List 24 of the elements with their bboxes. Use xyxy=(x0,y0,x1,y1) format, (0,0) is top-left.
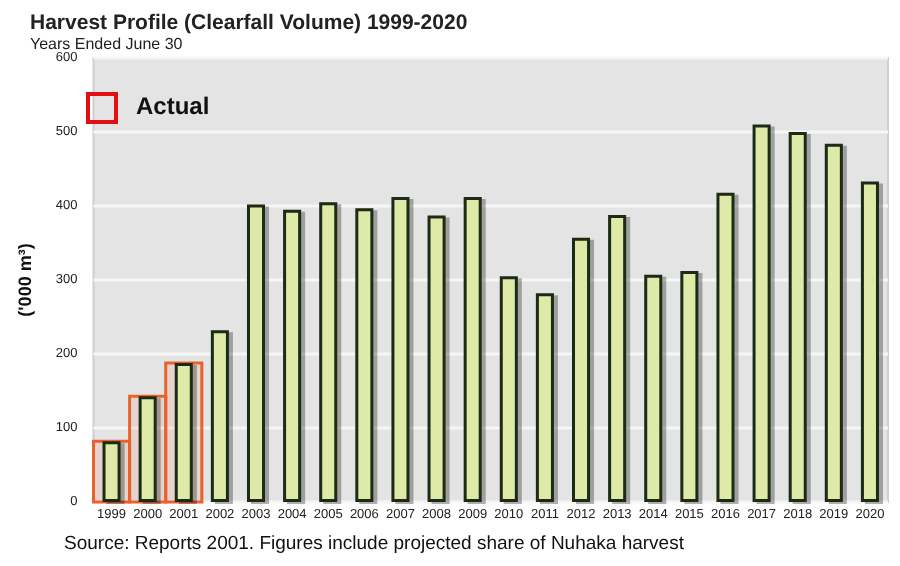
bar xyxy=(860,181,879,502)
bar xyxy=(283,209,302,502)
chart-subtitle: Years Ended June 30 xyxy=(30,35,184,53)
bar xyxy=(644,274,663,502)
bar xyxy=(608,214,627,502)
bar xyxy=(427,215,446,502)
y-axis-title: ('000 m³) xyxy=(15,243,35,317)
bar xyxy=(210,330,229,502)
bar xyxy=(752,124,771,502)
bar xyxy=(824,143,843,502)
bar xyxy=(463,197,482,502)
bar xyxy=(716,192,735,502)
bar xyxy=(572,237,591,502)
bar xyxy=(246,204,266,502)
bar xyxy=(680,271,699,502)
bar xyxy=(391,197,410,502)
annotation: Actual xyxy=(136,92,210,120)
source-note: Source: Reports 2001. Figures include projected share of Nuhaka harvest xyxy=(64,533,685,555)
bar xyxy=(355,208,374,502)
bar xyxy=(499,276,518,502)
chart-title: Harvest Profile (Clearfall Volume) 1999-2020 xyxy=(30,11,468,35)
bar xyxy=(319,202,338,502)
bar xyxy=(535,293,554,502)
bar xyxy=(788,132,807,502)
